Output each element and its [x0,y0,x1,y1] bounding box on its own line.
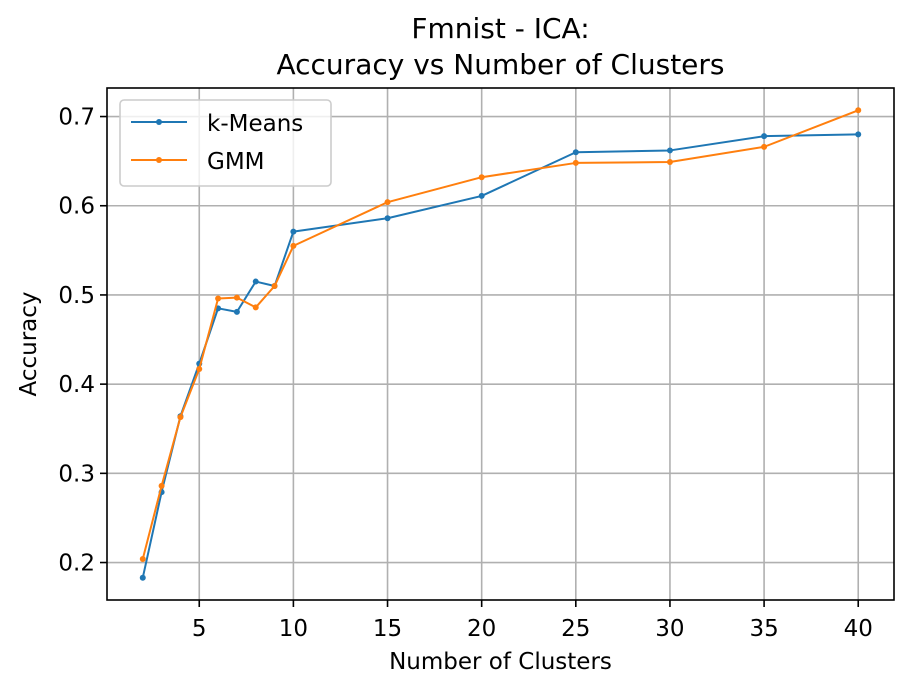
legend-marker-gmm [156,157,162,163]
data-point-gmm [233,294,240,301]
x-axis-label: Number of Clusters [389,649,612,675]
series-layer [139,107,862,581]
data-point-gmm [666,159,673,166]
data-point-gmm [177,414,184,421]
data-point-gmm [761,143,768,150]
data-point-k-means [666,147,673,154]
y-tick-label: 0.5 [58,283,95,309]
data-point-gmm [271,283,278,290]
chart-title-line-1: Fmnist - ICA: [411,12,589,45]
x-tick-label: 40 [844,616,873,642]
data-point-k-means [572,149,579,156]
data-point-gmm [196,365,203,372]
chart-title-line-2: Accuracy vs Number of Clusters [276,48,724,81]
x-tick-label: 15 [373,616,402,642]
x-tick-label: 25 [561,616,590,642]
data-point-k-means [384,215,391,222]
data-point-gmm [158,482,165,489]
data-point-gmm [139,555,146,562]
legend-marker-kmeans [156,119,162,125]
data-point-gmm [384,199,391,206]
y-tick-label: 0.2 [58,551,95,577]
y-tick-label: 0.4 [58,372,95,398]
legend: k-Means GMM [119,99,332,187]
data-point-gmm [572,159,579,166]
x-tick-label: 5 [192,616,207,642]
y-axis-label: Accuracy [16,291,42,396]
data-point-gmm [252,304,259,311]
data-point-k-means [761,133,768,140]
plot-frame [106,87,895,601]
series-line-k-means [141,133,859,578]
data-point-k-means [478,192,485,199]
data-point-gmm [215,295,222,302]
x-tick-label: 30 [655,616,684,642]
data-point-k-means [139,574,146,581]
data-point-gmm [290,242,297,249]
x-tick-label: 10 [279,616,308,642]
data-point-gmm [478,174,485,181]
x-tick-label: 35 [749,616,778,642]
x-tick-label: 20 [467,616,496,642]
legend-label-kmeans: k-Means [207,111,303,137]
data-point-k-means [233,308,240,315]
data-point-k-means [290,228,297,235]
y-tick-label: 0.6 [58,194,95,220]
y-tick-label: 0.7 [58,105,95,131]
tick-layer: 5 10 15 20 25 30 35 40 0.2 0.3 0.4 0.5 0.6 0.7 [58,105,872,642]
data-point-gmm [855,107,862,114]
data-point-k-means [252,278,259,285]
data-point-k-means [855,131,862,138]
legend-label-gmm: GMM [207,149,265,175]
y-tick-label: 0.3 [58,461,95,487]
